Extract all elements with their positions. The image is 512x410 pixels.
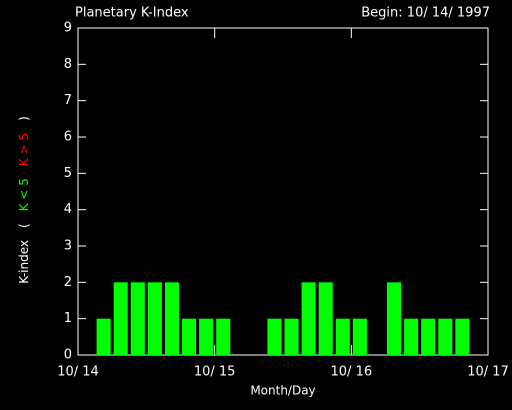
y-tick-label: 8 <box>64 57 72 72</box>
bar <box>164 282 179 355</box>
bar <box>284 318 299 355</box>
bar <box>182 318 197 355</box>
chart-subtitle: Begin: 10/ 14/ 1997 <box>361 6 490 21</box>
y-axis-label-part: K > 5 <box>17 133 31 166</box>
bar <box>96 318 111 355</box>
bar <box>455 318 470 355</box>
y-tick-label: 7 <box>64 93 72 108</box>
x-tick-label: 10/ 14 <box>57 365 99 380</box>
y-tick-label: 4 <box>64 202 72 217</box>
plot-frame <box>77 27 489 356</box>
bar <box>267 318 282 355</box>
bar <box>421 318 436 355</box>
bar <box>216 318 231 355</box>
bar <box>387 282 402 355</box>
bar <box>147 282 162 355</box>
bar <box>113 282 128 355</box>
x-axis-label: Month/Day <box>250 384 315 398</box>
x-tick-label: 10/ 16 <box>331 365 373 380</box>
x-tick-label: 10/ 15 <box>194 365 236 380</box>
y-tick-label: 0 <box>64 348 72 363</box>
bar <box>404 318 419 355</box>
y-tick-label: 5 <box>64 166 72 181</box>
bar <box>438 318 453 355</box>
x-tick-label: 10/ 17 <box>467 365 509 380</box>
bar <box>301 282 316 355</box>
bar <box>199 318 214 355</box>
bar <box>335 318 350 355</box>
y-axis-label-part: K < 5 <box>17 178 31 211</box>
bar <box>318 282 333 355</box>
y-tick-label: 1 <box>64 311 72 326</box>
chart-title: Planetary K-Index <box>75 6 189 21</box>
y-axis-label-part: ) <box>17 116 31 121</box>
y-tick-label: 2 <box>64 275 72 290</box>
bar <box>352 318 367 355</box>
y-axis-label: K-index ( K < 5 K > 5) <box>17 116 31 284</box>
y-tick-label: 9 <box>64 21 72 36</box>
y-tick-label: 6 <box>64 130 72 145</box>
y-axis-label-part: ( <box>17 223 31 228</box>
bar <box>130 282 145 355</box>
y-tick-label: 3 <box>64 239 72 254</box>
y-axis-label-part: K-index <box>17 240 31 284</box>
